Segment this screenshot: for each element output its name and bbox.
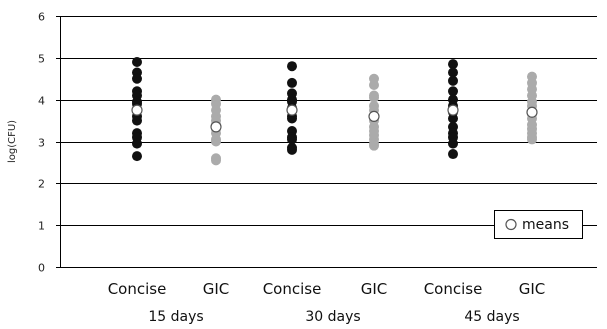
x-category-label: Concise: [424, 280, 483, 298]
x-category-label: Concise: [108, 280, 167, 298]
data-point: [287, 61, 297, 72]
data-point: [369, 92, 379, 103]
legend-marker: [505, 218, 517, 231]
data-point: [448, 113, 458, 124]
mean-point: [447, 104, 459, 116]
x-group-label: 45 days: [464, 309, 519, 325]
data-point: [448, 67, 458, 78]
x-category-label: GIC: [519, 280, 546, 298]
x-group-label: 15 days: [148, 309, 203, 325]
mean-point: [526, 106, 538, 118]
y-tick-label: 6: [38, 11, 45, 24]
data-point: [369, 140, 379, 151]
data-point: [448, 149, 458, 160]
data-point: [132, 115, 142, 126]
data-point: [448, 138, 458, 149]
data-point: [287, 77, 297, 88]
data-point: [527, 134, 537, 145]
mean-point: [286, 104, 298, 116]
points-layer: [131, 57, 538, 166]
y-tick-label: 3: [38, 137, 45, 150]
data-point: [287, 113, 297, 124]
data-point: [132, 73, 142, 84]
legend-label: means: [522, 217, 569, 233]
mean-point: [210, 121, 222, 133]
x-group-label: 30 days: [305, 309, 360, 325]
data-point: [132, 151, 142, 162]
data-point: [211, 155, 221, 166]
y-tick-label: 5: [38, 53, 45, 66]
x-category-label: GIC: [203, 280, 230, 298]
mean-point: [368, 110, 380, 123]
data-point: [211, 136, 221, 147]
y-axis-label: log(CFU): [7, 120, 18, 163]
legend: means: [494, 210, 583, 239]
data-point: [448, 59, 458, 70]
y-tick-label: 1: [38, 220, 45, 233]
y-tick-label: 2: [38, 178, 45, 191]
x-category-label: GIC: [361, 280, 388, 298]
labels-layer: 0 1 2 3 4 5 6 log(CFU) Concise GIC Concise GIC Conci…: [7, 11, 545, 326]
data-point: [448, 75, 458, 86]
axis-layer: [56, 16, 597, 269]
data-point: [287, 134, 297, 145]
data-point: [132, 57, 142, 68]
data-point: [369, 80, 379, 91]
y-tick-label: 4: [38, 95, 45, 108]
mean-point: [131, 104, 143, 116]
data-point: [132, 138, 142, 149]
x-category-label: Concise: [263, 280, 322, 298]
data-point: [287, 144, 297, 155]
data-point: [448, 86, 458, 97]
y-tick-label: 0: [38, 262, 45, 275]
